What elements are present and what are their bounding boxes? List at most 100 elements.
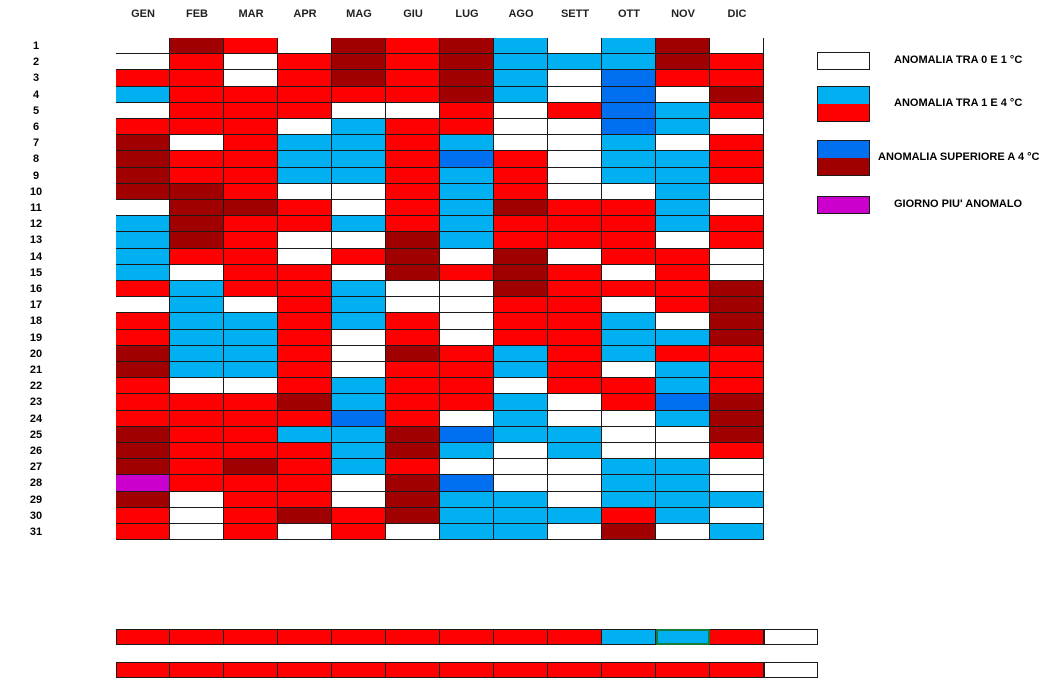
day-cell[interactable]	[332, 297, 386, 314]
day-cell[interactable]	[548, 394, 602, 411]
day-cell[interactable]	[548, 216, 602, 233]
day-cell[interactable]	[602, 345, 656, 362]
month-header[interactable]: GEN	[131, 8, 155, 20]
anomaly-94-23-cell[interactable]	[602, 629, 656, 645]
anomaly-94-23-year[interactable]	[764, 629, 818, 645]
month-header-bottom[interactable]	[170, 646, 224, 662]
anomaly-94-23-cell[interactable]	[332, 629, 386, 645]
day-cell[interactable]	[602, 507, 656, 524]
day-cell[interactable]	[332, 151, 386, 168]
approx-value[interactable]	[170, 598, 224, 614]
day-cell[interactable]	[278, 443, 332, 460]
anomaly-61-90-cell[interactable]	[224, 662, 278, 678]
day-cell[interactable]	[656, 54, 710, 71]
day-cell[interactable]	[170, 443, 224, 460]
day-cell[interactable]	[224, 232, 278, 249]
day-cell[interactable]	[602, 313, 656, 330]
day-cell[interactable]	[116, 394, 170, 411]
day-cell[interactable]	[440, 426, 494, 443]
day-cell[interactable]	[656, 216, 710, 233]
anomaly-61-90-cell[interactable]	[656, 662, 710, 678]
day-cell[interactable]	[656, 38, 710, 55]
day-cell[interactable]	[332, 183, 386, 200]
day-cell[interactable]	[224, 378, 278, 395]
day-cell[interactable]	[224, 119, 278, 136]
day-cell[interactable]	[170, 394, 224, 411]
monthly-mean[interactable]	[602, 582, 656, 598]
day-cell[interactable]	[440, 329, 494, 346]
day-cell[interactable]	[116, 151, 170, 168]
day-cell[interactable]	[386, 38, 440, 55]
day-cell[interactable]	[494, 151, 548, 168]
day-cell[interactable]	[170, 70, 224, 87]
day-cell[interactable]	[602, 264, 656, 281]
day-cell[interactable]	[170, 216, 224, 233]
day-cell[interactable]	[116, 200, 170, 217]
day-cell[interactable]	[710, 297, 764, 314]
day-cell[interactable]	[224, 507, 278, 524]
day-cell[interactable]	[494, 119, 548, 136]
day-cell[interactable]	[548, 507, 602, 524]
day-cell[interactable]	[656, 264, 710, 281]
day-cell[interactable]	[494, 313, 548, 330]
day-cell[interactable]	[548, 232, 602, 249]
month-header-bottom[interactable]	[602, 646, 656, 662]
day-cell[interactable]	[278, 507, 332, 524]
day-cell[interactable]	[116, 264, 170, 281]
day-cell[interactable]	[170, 410, 224, 427]
day-cell[interactable]	[332, 232, 386, 249]
day-cell[interactable]	[440, 86, 494, 103]
day-cell[interactable]	[116, 86, 170, 103]
day-cell[interactable]	[386, 216, 440, 233]
day-cell[interactable]	[440, 119, 494, 136]
monthly-mean[interactable]	[170, 582, 224, 598]
day-cell[interactable]	[332, 491, 386, 508]
day-cell[interactable]	[116, 313, 170, 330]
day-cell[interactable]	[656, 329, 710, 346]
month-header[interactable]: FEB	[186, 8, 208, 20]
day-cell[interactable]	[440, 70, 494, 87]
day-cell[interactable]	[224, 524, 278, 541]
day-cell[interactable]	[278, 264, 332, 281]
day-cell[interactable]	[116, 459, 170, 476]
anomaly-61-90-cell[interactable]	[170, 662, 224, 678]
month-header[interactable]: GIU	[403, 8, 423, 20]
day-cell[interactable]	[494, 394, 548, 411]
day-cell[interactable]	[170, 459, 224, 476]
day-cell[interactable]	[116, 232, 170, 249]
day-cell[interactable]	[440, 135, 494, 152]
anomaly-94-23-cell[interactable]	[440, 629, 494, 645]
day-cell[interactable]	[602, 151, 656, 168]
monthly-mean[interactable]	[656, 582, 710, 598]
day-cell[interactable]	[494, 248, 548, 265]
day-cell[interactable]	[710, 167, 764, 184]
day-cell[interactable]	[602, 183, 656, 200]
day-cell[interactable]	[440, 264, 494, 281]
day-cell[interactable]	[224, 281, 278, 298]
day-cell[interactable]	[602, 410, 656, 427]
month-header[interactable]: APR	[293, 8, 317, 20]
day-cell[interactable]	[602, 248, 656, 265]
day-cell[interactable]	[656, 507, 710, 524]
day-cell[interactable]	[548, 475, 602, 492]
day-cell[interactable]	[386, 167, 440, 184]
day-cell[interactable]	[332, 54, 386, 71]
day-cell[interactable]	[170, 313, 224, 330]
day-cell[interactable]	[386, 232, 440, 249]
day-cell[interactable]	[602, 329, 656, 346]
day-cell[interactable]	[602, 102, 656, 119]
anomaly-61-90-cell[interactable]	[440, 662, 494, 678]
day-cell[interactable]	[710, 524, 764, 541]
day-cell[interactable]	[602, 200, 656, 217]
anomaly-94-23-cell[interactable]	[116, 629, 170, 645]
day-cell[interactable]	[224, 54, 278, 71]
approx-value[interactable]	[116, 598, 170, 614]
day-cell[interactable]	[494, 102, 548, 119]
day-cell[interactable]	[440, 524, 494, 541]
month-header[interactable]: NOV	[671, 8, 695, 20]
day-cell[interactable]	[116, 216, 170, 233]
day-cell[interactable]	[494, 443, 548, 460]
monthly-mean[interactable]	[116, 582, 170, 598]
day-cell[interactable]	[278, 248, 332, 265]
month-header[interactable]: OTT	[618, 8, 640, 20]
